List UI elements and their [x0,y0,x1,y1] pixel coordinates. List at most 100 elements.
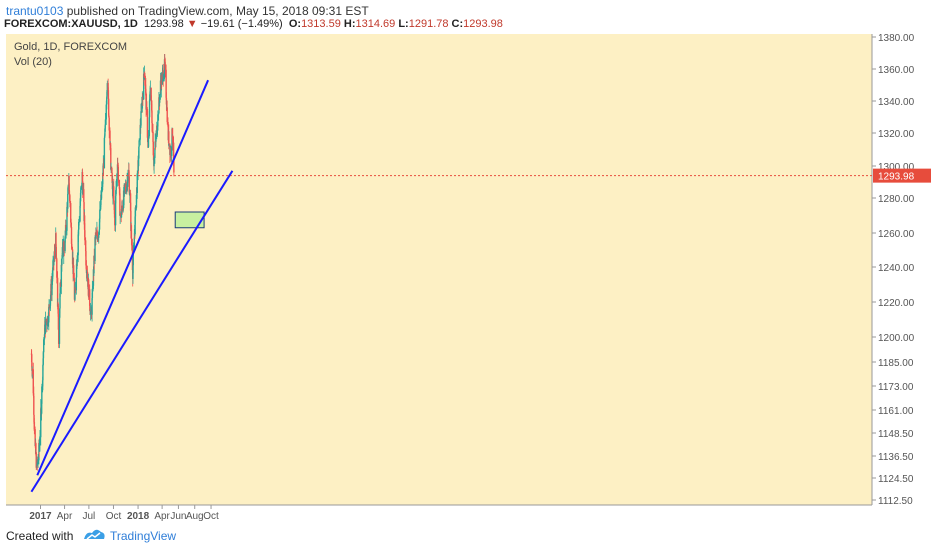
last-price-tag [873,168,931,183]
candle-body [131,245,134,271]
candle-body [39,437,41,444]
candle-body [123,186,125,197]
candle-body [152,142,155,156]
publish-info: trantu0103 published on TradingView.com,… [6,4,369,18]
candle-body [159,94,161,103]
candle-body [126,181,129,187]
candle-body [81,182,83,186]
candle-body [155,134,157,142]
candle-body [121,207,123,212]
candle-body [107,90,110,99]
candle-body [55,233,57,247]
candle-body [122,190,125,209]
candle-body [129,193,132,211]
last-price: 1293.98 [143,18,184,30]
x-tick-label: 2017 [29,511,52,522]
candle-body [106,83,109,92]
x-tick-label: Oct [203,511,219,522]
candle-body [99,209,101,219]
tradingview-logo-icon [84,529,105,540]
candle-body [171,128,173,139]
candle-body [79,201,82,206]
candle-body [44,318,47,333]
candle-body [142,97,144,100]
candle-body [40,408,42,438]
candle-body [173,158,175,173]
candle-body [86,271,88,274]
change-arrow-icon: ▼ [186,18,198,30]
candle-body [55,246,57,259]
y-tick-label: 1380.00 [878,33,915,44]
tradingview-brand[interactable]: TradingView [110,529,177,543]
y-tick-label: 1161.00 [878,406,914,417]
candle-body [89,309,92,315]
candle-body [151,123,153,132]
candle-body [140,111,142,126]
candle-body [43,334,46,340]
candle-body [79,205,81,222]
candle-body [87,279,90,298]
candle-body [154,148,156,158]
candle-body [35,452,37,468]
candle-body [134,207,137,217]
candle-body [94,237,96,262]
trendline-2[interactable] [30,170,234,493]
candle-body [137,158,140,167]
candle-body [59,282,61,294]
low-label: L: [398,18,409,30]
candle-body [114,196,117,226]
x-tick-label: Oct [106,511,122,522]
candle-body [56,277,59,307]
candle-body [119,193,121,216]
candle-body [31,369,34,371]
candle-body [157,113,160,115]
candle-body [120,212,123,218]
candle-body [99,204,102,210]
candle-body [172,142,175,159]
candle-body [134,216,136,235]
candle-body [77,234,79,256]
author-link[interactable]: trantu0103 [6,4,64,18]
y-tick-label: 1148.50 [878,429,914,440]
candle-body [88,289,91,306]
candle-body [95,234,97,239]
candle-body [117,179,120,181]
x-tick-label: Jun [170,511,186,522]
published-text: published on TradingView.com, May 15, 20… [63,4,369,18]
candle-body [57,329,60,344]
candle-body [160,76,163,85]
candle-body [42,352,45,359]
y-tick-label: 1260.00 [878,229,915,240]
last-price-label: 1293.98 [878,172,915,183]
candle-body [67,193,69,209]
candle-body [157,114,159,127]
candle-body [152,131,154,143]
trendline-1[interactable] [36,79,210,476]
candle-body [110,167,112,170]
candle-body [66,206,68,231]
y-tick-label: 1185.00 [878,358,914,369]
candle-body [33,421,36,430]
candle-body [34,442,37,454]
candle-body [70,203,72,223]
candle-body [59,282,62,287]
candle-body [84,240,87,252]
candle-body [146,109,149,138]
candle-body [48,304,51,309]
candle-body [63,250,65,251]
candle-body [61,247,64,255]
close-value: 1293.98 [463,18,503,30]
candle-body [130,238,133,246]
candle-body [109,130,111,145]
candle-body [83,189,85,203]
y-tick-label: 1220.00 [878,298,915,309]
candle-body [54,253,56,258]
target-zone[interactable] [174,211,205,229]
plot-area[interactable] [6,34,872,505]
candle-body [132,252,134,266]
candle-body [161,72,164,85]
x-tick-label: Apr [154,511,170,522]
candle-body [83,215,86,231]
candle-body [108,117,110,131]
